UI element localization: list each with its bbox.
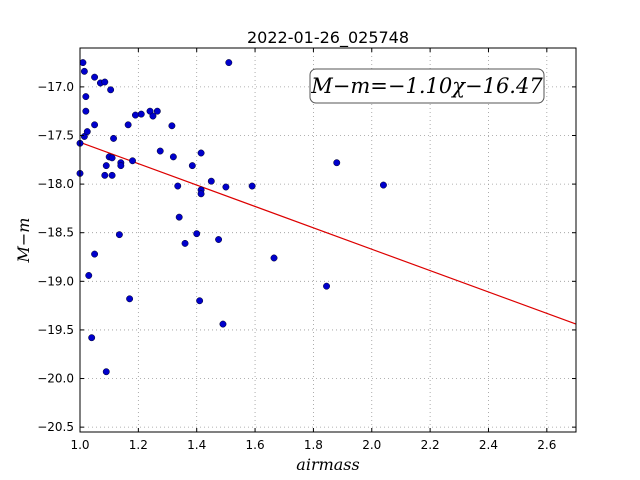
x-tick-label: 2.2 — [421, 438, 440, 452]
data-point — [323, 282, 330, 290]
data-point — [115, 231, 123, 239]
data-point — [107, 86, 115, 94]
data-point — [131, 111, 139, 119]
data-point — [124, 121, 132, 129]
fit-line-group — [79, 141, 577, 325]
tick-labels: 1.0 1.2 1.4 1.6 1.8 2.0 2.2 2.4 2.6 −17.0 −17.5 −18… — [37, 80, 556, 452]
plot-frame — [79, 47, 577, 433]
data-point — [108, 171, 116, 179]
data-point — [102, 368, 110, 376]
x-tick-label: 1.0 — [70, 438, 89, 452]
data-point — [91, 73, 99, 81]
data-point — [270, 254, 278, 262]
data-point — [174, 182, 182, 190]
x-tick-label: 2.0 — [362, 438, 381, 452]
data-point — [83, 128, 91, 136]
y-tick-label: −17.5 — [37, 128, 74, 142]
data-point — [225, 59, 233, 67]
x-tick-label: 1.6 — [246, 438, 265, 452]
fit-equation-text: M−m=−1.10χ−16.47 — [310, 74, 543, 98]
grid-lines — [79, 48, 576, 432]
x-axis-label: airmass — [296, 455, 359, 474]
chart-title: 2022-01-26_025748 — [247, 28, 409, 48]
data-point — [101, 78, 109, 86]
fit-equation-box: M−m=−1.10χ−16.47 — [309, 68, 545, 104]
data-point — [196, 297, 204, 305]
data-point — [333, 159, 341, 167]
x-tick-label: 1.8 — [304, 438, 323, 452]
fit-line — [79, 141, 577, 325]
data-point — [215, 236, 223, 243]
y-axis-label: M−m — [14, 218, 33, 264]
data-point — [129, 157, 136, 165]
data-point — [193, 230, 201, 238]
data-point — [126, 295, 134, 303]
data-point — [222, 183, 230, 191]
x-tick-label: 1.4 — [187, 438, 206, 452]
y-tick-label: −18.5 — [37, 226, 74, 240]
data-point — [101, 171, 109, 179]
data-point — [80, 67, 88, 75]
data-point — [207, 177, 215, 185]
data-point — [88, 334, 96, 342]
data-point — [91, 121, 99, 129]
y-tick-label: −20.0 — [37, 372, 74, 386]
data-point — [156, 147, 164, 155]
x-tick-label: 1.2 — [129, 438, 148, 452]
data-point — [108, 154, 116, 162]
data-point — [181, 239, 189, 247]
data-point — [137, 110, 145, 118]
data-point — [197, 149, 205, 157]
data-point — [79, 59, 87, 67]
data-point — [197, 190, 205, 198]
data-point — [379, 181, 387, 189]
fit-equation-frame — [309, 68, 545, 104]
x-tick-label: 2.6 — [537, 438, 556, 452]
data-points — [76, 59, 387, 376]
data-point — [248, 182, 256, 190]
y-tick-label: −19.5 — [37, 323, 74, 337]
data-point — [85, 272, 93, 279]
y-tick-label: −19.0 — [37, 274, 74, 288]
data-point — [153, 107, 161, 115]
data-point — [117, 162, 125, 170]
data-point — [110, 134, 118, 142]
data-point — [188, 162, 196, 170]
data-point — [219, 320, 227, 328]
data-point — [82, 107, 90, 115]
data-point — [149, 112, 157, 120]
data-point — [175, 213, 183, 221]
data-point — [168, 122, 176, 130]
axis-ticks — [79, 48, 576, 432]
y-tick-label: −20.5 — [37, 420, 74, 434]
data-point — [169, 153, 177, 161]
data-point — [102, 162, 110, 170]
y-tick-label: −17.0 — [37, 80, 74, 94]
x-tick-label: 2.4 — [479, 438, 498, 452]
data-point — [82, 93, 90, 101]
y-tick-label: −18.0 — [37, 177, 74, 191]
data-point — [91, 250, 99, 258]
